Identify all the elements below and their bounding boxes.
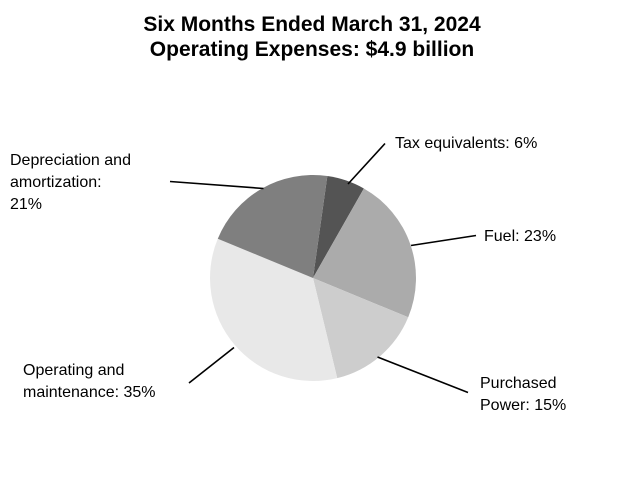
fuel-leader-line [410,234,477,247]
label-fuel: Fuel: 23% [484,228,557,245]
label-depreciation-amortization: Depreciation and amortization: 21% [10,152,131,213]
purchased-power-leader-line [377,356,469,394]
pie-slice-tax-equivalents [313,176,364,278]
chart-title-line1: Six Months Ended March 31, 2024 [143,13,481,36]
pie-slice-purchased-power [313,278,409,379]
depreciation-amortization-leader-line [169,180,264,190]
label-operating-maintenance: Operating and maintenance: 35% [23,362,156,401]
label-tax-equivalents: Tax equivalents: 6% [395,135,538,152]
label-purchased-power: Purchased Power: 15% [480,375,567,414]
tax-equivalents-leader-line [347,142,386,185]
pie-slice-operating-maintenance [210,238,338,382]
pie-slice-fuel [313,188,416,318]
chart-title-line2: Operating Expenses: $4.9 billion [149,38,475,61]
pie-slice-depreciation-amortization [217,174,328,278]
chart-title: Six Months Ended March 31, 2024 Operatin… [0,12,624,62]
operating-maintenance-leader-line [188,346,235,384]
